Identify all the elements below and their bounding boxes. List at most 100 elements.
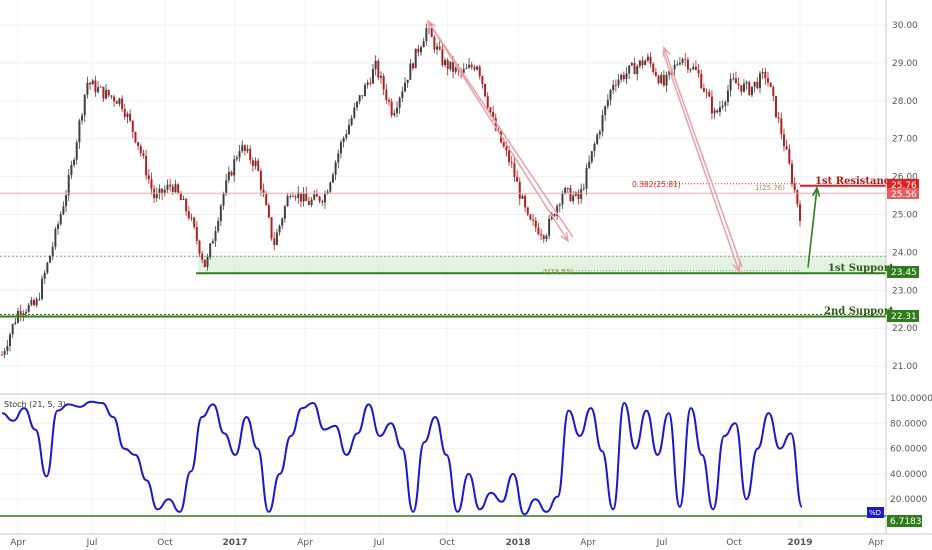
candle-body xyxy=(753,81,756,87)
candle-body xyxy=(465,67,468,69)
candle-body xyxy=(598,131,601,135)
stochastic-series xyxy=(0,400,886,517)
time-tick-label: Oct xyxy=(157,538,173,548)
candle-body xyxy=(446,60,449,70)
stoch-last-tag-bg xyxy=(887,515,922,527)
stoch-d-line xyxy=(1,400,803,516)
candle-body xyxy=(78,120,81,143)
candle-body xyxy=(283,206,286,219)
candle-body xyxy=(438,46,441,50)
candle-body xyxy=(740,85,743,92)
candle-body xyxy=(724,101,727,106)
candle-body xyxy=(641,60,644,66)
candle-body xyxy=(604,106,607,116)
candle-body xyxy=(756,81,759,89)
candle-body xyxy=(569,187,572,202)
candle-body xyxy=(145,155,148,176)
candle-body xyxy=(796,190,799,205)
candle-body xyxy=(617,79,620,86)
candle-body xyxy=(382,75,385,90)
candle-body xyxy=(371,69,374,84)
candle-body xyxy=(123,109,126,117)
candle-body xyxy=(534,220,537,228)
candle-body xyxy=(142,153,145,156)
candle-body xyxy=(347,124,350,135)
candle-body xyxy=(187,211,190,219)
candle-body xyxy=(577,192,580,199)
candle-body xyxy=(62,206,65,215)
candle-body xyxy=(83,94,86,116)
price-tick-label: 25.00 xyxy=(892,211,918,221)
candle-body xyxy=(652,63,655,73)
candle-body xyxy=(369,82,372,84)
candle-body xyxy=(318,196,321,202)
candle-body xyxy=(329,182,332,192)
time-tick-label: 2017 xyxy=(222,538,247,548)
time-tick-label: Jul xyxy=(373,538,385,548)
candle-body xyxy=(545,235,548,240)
candle-body xyxy=(764,71,767,79)
candle-body xyxy=(574,192,577,196)
candle-body xyxy=(582,188,585,190)
candle-body xyxy=(163,189,166,194)
candle-body xyxy=(692,66,695,70)
stoch-tick-label: 60.0000 xyxy=(890,445,927,455)
candle-body xyxy=(404,82,407,92)
candle-body xyxy=(155,193,158,199)
candle-body xyxy=(516,176,519,182)
candle-body xyxy=(86,82,89,95)
candle-body xyxy=(548,218,551,236)
candle-body xyxy=(214,231,217,242)
candle-body xyxy=(206,256,209,267)
candle-body xyxy=(508,150,511,163)
candle-body xyxy=(505,146,508,151)
candle-body xyxy=(203,259,206,267)
candle-body xyxy=(334,162,337,175)
stoch-last-tag: 6.7183 xyxy=(890,517,922,527)
price-tick-label: 29.00 xyxy=(892,59,918,69)
candle-body xyxy=(385,89,388,100)
candle-body xyxy=(243,145,246,151)
arrow-up-2017 xyxy=(427,20,574,238)
candle-body xyxy=(668,71,671,75)
price-tick-label: 27.00 xyxy=(892,135,918,145)
candle-body xyxy=(315,194,318,197)
candle-body xyxy=(395,107,398,114)
candle-body xyxy=(105,89,108,99)
price-axis[interactable]: 21.00 22.00 23.00 24.00 25.00 26.00 27.00 28.00… xyxy=(892,21,918,372)
candle-body xyxy=(636,66,639,75)
candle-body xyxy=(225,180,228,194)
candle-body xyxy=(414,48,417,69)
candle-body xyxy=(433,37,436,50)
candle-body xyxy=(526,207,529,215)
candle-body xyxy=(726,90,729,102)
candle-body xyxy=(606,99,609,107)
stoch-axis[interactable]: 20.0000 40.0000 60.0000 80.0000 100.0000 xyxy=(890,394,932,505)
candle-body xyxy=(94,80,97,93)
candle-body xyxy=(331,174,334,183)
candle-body xyxy=(588,161,591,168)
candle-body xyxy=(750,86,753,95)
candle-body xyxy=(732,78,735,80)
candle-body xyxy=(3,350,6,355)
projection-arrows xyxy=(426,19,821,274)
candle-body xyxy=(401,91,404,98)
candle-body xyxy=(166,184,169,190)
candle-body xyxy=(190,217,193,219)
candle-body xyxy=(241,145,244,152)
candle-body xyxy=(259,170,262,190)
candle-body xyxy=(19,311,22,315)
resistance-tag: 25.76 xyxy=(891,181,917,191)
support-1-tag-bg xyxy=(887,266,919,278)
candle-body xyxy=(769,82,772,88)
candle-body xyxy=(540,234,543,236)
candle-body xyxy=(393,113,396,116)
time-tick-label: Apr xyxy=(297,538,313,548)
candle-body xyxy=(267,205,270,218)
time-tick-label: Apr xyxy=(868,538,884,548)
candle-body xyxy=(265,194,268,206)
candle-body xyxy=(513,163,516,177)
time-axis[interactable]: Apr Jul Oct 2017 Apr Jul Oct 2018 Apr Jul Oct 2019 A… xyxy=(10,538,884,548)
candle-body xyxy=(310,199,313,206)
candle-body xyxy=(174,184,177,192)
